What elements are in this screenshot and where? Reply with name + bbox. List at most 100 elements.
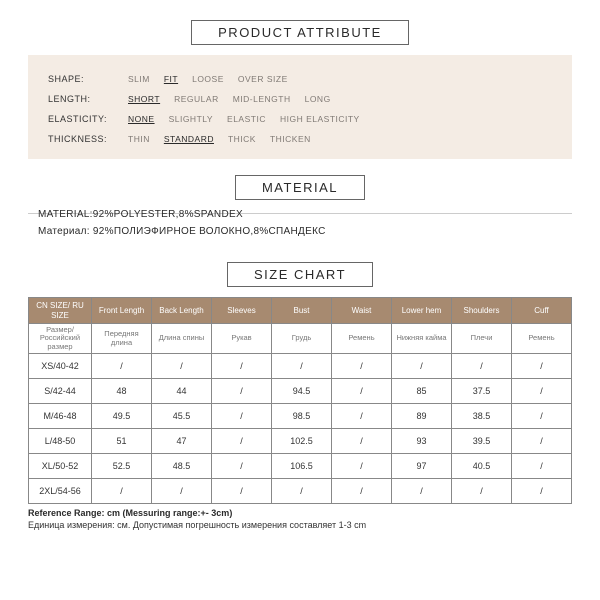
- table-header-cell: Front Length: [92, 298, 152, 324]
- table-cell: 40.5: [452, 453, 512, 478]
- size-table-header-ru: Размер/ Российский размерПередняя длинаД…: [29, 324, 572, 354]
- table-row: M/46-4849.545.5/98.5/8938.5/: [29, 403, 572, 428]
- reference-range-ru: Единица измерения: см. Допустимая погреш…: [28, 520, 572, 530]
- table-cell: /: [272, 353, 332, 378]
- table-cell: 37.5: [452, 378, 512, 403]
- attr-option: THIN: [128, 134, 150, 144]
- table-cell: 51: [92, 428, 152, 453]
- table-header-cell: Lower hem: [392, 298, 452, 324]
- table-cell: /: [332, 378, 392, 403]
- table-row: S/42-444844/94.5/8537.5/: [29, 378, 572, 403]
- table-subheader-cell: Ремень: [332, 324, 392, 354]
- attr-opts-thick: THINSTANDARDTHICKTHICKEN: [128, 134, 311, 144]
- table-cell: S/42-44: [29, 378, 92, 403]
- attr-label: LENGTH:: [48, 94, 128, 104]
- table-cell: /: [212, 353, 272, 378]
- material-title: MATERIAL: [235, 175, 365, 200]
- attr-row-shape: SHAPE: SLIMFITLOOSEOVER SIZE: [48, 69, 552, 89]
- table-cell: 44: [152, 378, 212, 403]
- attr-option: THICKEN: [270, 134, 311, 144]
- table-cell: /: [452, 353, 512, 378]
- table-cell: M/46-48: [29, 403, 92, 428]
- table-header-cell: CN SIZE/ RU SIZE: [29, 298, 92, 324]
- table-cell: /: [512, 453, 572, 478]
- table-cell: /: [212, 403, 272, 428]
- attribute-box: SHAPE: SLIMFITLOOSEOVER SIZE LENGTH: SHO…: [28, 55, 572, 159]
- attr-option: SLIGHTLY: [169, 114, 213, 124]
- attr-option: NONE: [128, 114, 155, 124]
- table-cell: /: [332, 478, 392, 503]
- table-row: XS/40-42////////: [29, 353, 572, 378]
- table-cell: /: [512, 428, 572, 453]
- table-cell: 89: [392, 403, 452, 428]
- attr-option: SLIM: [128, 74, 150, 84]
- size-chart-title: SIZE CHART: [227, 262, 373, 287]
- table-cell: /: [512, 378, 572, 403]
- attr-option: SHORT: [128, 94, 160, 104]
- table-cell: 102.5: [272, 428, 332, 453]
- table-cell: 85: [392, 378, 452, 403]
- table-cell: 49.5: [92, 403, 152, 428]
- table-header-cell: Back Length: [152, 298, 212, 324]
- table-cell: 45.5: [152, 403, 212, 428]
- table-cell: 48: [92, 378, 152, 403]
- table-cell: /: [392, 353, 452, 378]
- attr-label: THICKNESS:: [48, 134, 128, 144]
- table-cell: /: [92, 478, 152, 503]
- table-row: 2XL/54-56////////: [29, 478, 572, 503]
- table-cell: 97: [392, 453, 452, 478]
- attr-option: MID-LENGTH: [233, 94, 291, 104]
- attr-option: ELASTIC: [227, 114, 266, 124]
- table-cell: 2XL/54-56: [29, 478, 92, 503]
- table-cell: 106.5: [272, 453, 332, 478]
- attr-opts-elastic: NONE SLIGHTLY ELASTIC HIGH ELASTICITY: [128, 114, 360, 124]
- table-subheader-cell: Грудь: [272, 324, 332, 354]
- product-attribute-heading: PRODUCT ATTRIBUTE: [28, 20, 572, 45]
- table-cell: /: [92, 353, 152, 378]
- attr-option: THICK: [228, 134, 256, 144]
- table-subheader-cell: Плечи: [452, 324, 512, 354]
- table-cell: 47: [152, 428, 212, 453]
- table-header-cell: Bust: [272, 298, 332, 324]
- table-cell: /: [272, 478, 332, 503]
- table-header-cell: Waist: [332, 298, 392, 324]
- table-subheader-cell: Размер/ Российский размер: [29, 324, 92, 354]
- table-cell: 48.5: [152, 453, 212, 478]
- size-table-head: CN SIZE/ RU SIZEFront LengthBack LengthS…: [29, 298, 572, 324]
- reference-range: Reference Range: cm (Messuring range:+- …: [28, 508, 572, 518]
- material-heading: MATERIAL: [28, 175, 572, 200]
- table-cell: /: [212, 378, 272, 403]
- table-cell: /: [512, 353, 572, 378]
- table-cell: /: [512, 478, 572, 503]
- table-cell: 98.5: [272, 403, 332, 428]
- table-header-cell: Shoulders: [452, 298, 512, 324]
- attr-option: HIGH ELASTICITY: [280, 114, 360, 124]
- table-cell: /: [212, 478, 272, 503]
- table-cell: /: [332, 428, 392, 453]
- product-attribute-title: PRODUCT ATTRIBUTE: [191, 20, 409, 45]
- table-cell: /: [512, 403, 572, 428]
- material-line-ru: Материал: 92%ПОЛИЭФИРНОЕ ВОЛОКНО,8%СПАНД…: [38, 223, 562, 240]
- table-cell: 52.5: [92, 453, 152, 478]
- table-cell: 93: [392, 428, 452, 453]
- table-header-cell: Sleeves: [212, 298, 272, 324]
- attr-opts-shape: SLIMFITLOOSEOVER SIZE: [128, 74, 288, 84]
- material-block: MATERIAL:92%POLYESTER,8%SPANDEX Материал…: [28, 200, 572, 254]
- table-cell: 38.5: [452, 403, 512, 428]
- table-subheader-cell: Нижняя кайма: [392, 324, 452, 354]
- table-subheader-cell: Передняя длина: [92, 324, 152, 354]
- attr-row-thickness: THICKNESS: THINSTANDARDTHICKTHICKEN: [48, 129, 552, 149]
- table-cell: XL/50-52: [29, 453, 92, 478]
- attr-opts-length: SHORTREGULARMID-LENGTHLONG: [128, 94, 331, 104]
- attr-label: SHAPE:: [48, 74, 128, 84]
- attr-row-elasticity: ELASTICITY: NONE SLIGHTLY ELASTIC HIGH ELAS…: [48, 109, 552, 129]
- table-row: XL/50-5252.548.5/106.5/9740.5/: [29, 453, 572, 478]
- table-cell: 39.5: [452, 428, 512, 453]
- table-cell: /: [392, 478, 452, 503]
- table-cell: /: [332, 453, 392, 478]
- table-cell: /: [332, 353, 392, 378]
- attr-option: FIT: [164, 74, 178, 84]
- table-cell: /: [212, 428, 272, 453]
- table-subheader-cell: Ремень: [512, 324, 572, 354]
- attr-label: ELASTICITY:: [48, 114, 128, 124]
